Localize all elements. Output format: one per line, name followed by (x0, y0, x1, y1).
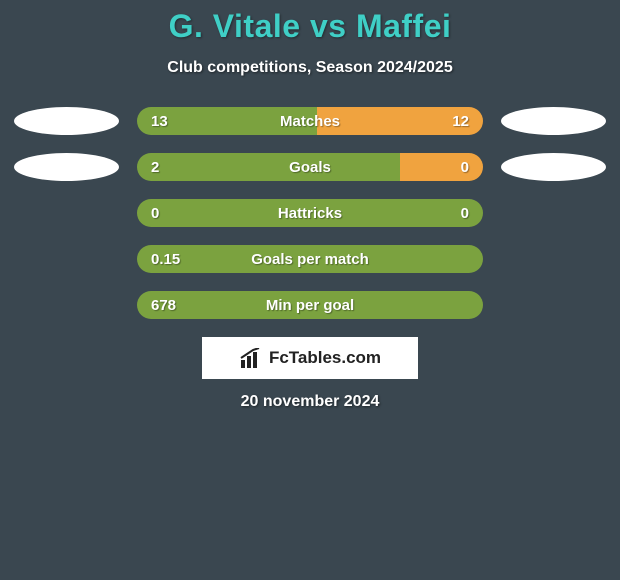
stat-label: Min per goal (137, 291, 483, 319)
spacer (14, 291, 119, 319)
stat-bar: 2Goals0 (137, 153, 483, 181)
stat-bar: 0Hattricks0 (137, 199, 483, 227)
stat-bar: 678Min per goal (137, 291, 483, 319)
player-right-badge (501, 153, 606, 181)
player-right-badge (501, 107, 606, 135)
right-value: 0 (461, 153, 469, 181)
chart-icon (239, 348, 265, 368)
page-title: G. Vitale vs Maffei (0, 8, 620, 45)
right-value: 0 (461, 199, 469, 227)
logo-box[interactable]: FcTables.com (202, 337, 418, 379)
subtitle: Club competitions, Season 2024/2025 (0, 59, 620, 77)
stat-label: Goals (137, 153, 483, 181)
stat-label: Goals per match (137, 245, 483, 273)
player-left-badge (14, 107, 119, 135)
spacer (14, 245, 119, 273)
stat-row: 0.15Goals per match (0, 245, 620, 273)
stat-label: Hattricks (137, 199, 483, 227)
stat-row: 0Hattricks0 (0, 199, 620, 227)
right-value: 12 (452, 107, 469, 135)
comparison-widget: G. Vitale vs Maffei Club competitions, S… (0, 0, 620, 411)
stat-row: 2Goals0 (0, 153, 620, 181)
logo-text: FcTables.com (269, 348, 381, 368)
spacer (501, 245, 606, 273)
date-text: 20 november 2024 (0, 393, 620, 411)
stat-bar: 13Matches12 (137, 107, 483, 135)
spacer (14, 199, 119, 227)
stat-bar: 0.15Goals per match (137, 245, 483, 273)
spacer (501, 291, 606, 319)
stat-row: 13Matches12 (0, 107, 620, 135)
spacer (501, 199, 606, 227)
stat-label: Matches (137, 107, 483, 135)
stat-row: 678Min per goal (0, 291, 620, 319)
stat-rows: 13Matches122Goals00Hattricks00.15Goals p… (0, 107, 620, 319)
player-left-badge (14, 153, 119, 181)
